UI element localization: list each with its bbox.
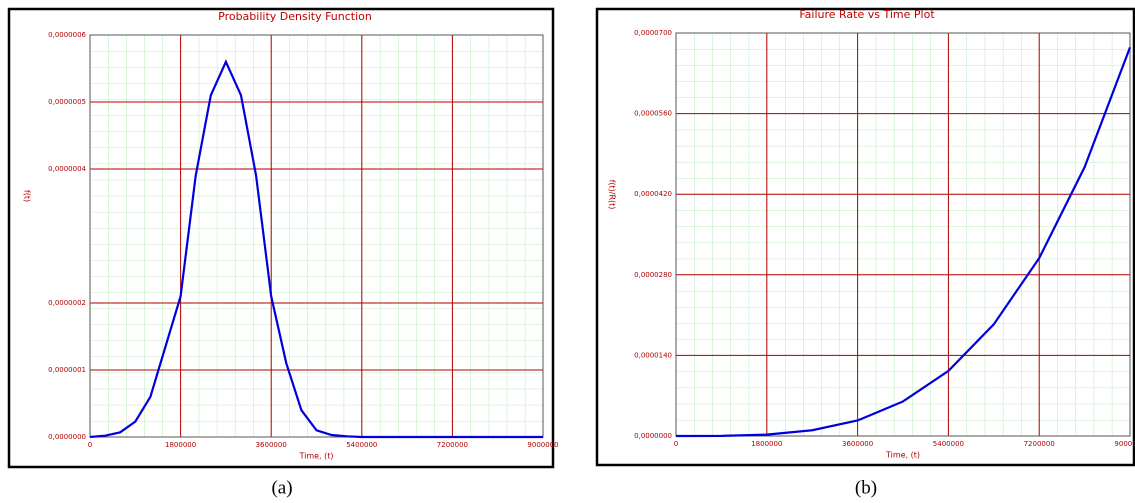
y-tick-label: 0,0000001: [48, 366, 86, 374]
data-line: [89, 59, 543, 439]
x-tick-label: 9000000: [1114, 440, 1135, 448]
y-tick-label: 0,0000420: [634, 190, 672, 198]
caption: (b): [855, 477, 877, 498]
x-tick-label: 3600000: [256, 441, 287, 449]
plot-frame: [675, 32, 1131, 437]
y-axis-label: f(t)/R(t): [608, 180, 617, 210]
x-tick-label: 7200000: [437, 441, 468, 449]
minor-grid: [676, 33, 1130, 436]
x-tick-label: 5400000: [346, 441, 377, 449]
y-tick-label: 0,0000280: [634, 271, 672, 279]
y-tick-label: 0,0000006: [48, 31, 86, 39]
chart-title: Failure Rate vs Time Plot: [799, 8, 935, 21]
y-tick-label: 0,0000002: [48, 299, 86, 307]
chart-title: Probability Density Function: [218, 10, 372, 23]
y-tick-label: 0,0000004: [48, 165, 86, 173]
x-tick-label: 0: [674, 440, 678, 448]
y-tick-label: 0,0000005: [48, 98, 86, 106]
y-tick-label: 0,0000000: [634, 432, 672, 440]
minor-grid: [90, 35, 543, 437]
y-tick-label: 0,0000000: [48, 433, 86, 441]
caption: (a): [271, 477, 292, 498]
x-tick-label: 5400000: [933, 440, 964, 448]
x-axis-label: Time, (t): [298, 452, 333, 461]
y-tick-label: 0,0000560: [634, 110, 672, 118]
x-axis-label: Time, (t): [885, 451, 920, 460]
plot-frame: [89, 34, 544, 438]
x-tick-label: 1800000: [751, 440, 782, 448]
x-tick-label: 7200000: [1024, 440, 1055, 448]
x-tick-label: 1800000: [165, 441, 196, 449]
x-tick-label: 3600000: [842, 440, 873, 448]
y-axis-label: f(t): [23, 190, 32, 202]
y-tick-label: 0,0000140: [634, 351, 672, 359]
data-line: [675, 47, 1132, 438]
y-tick-label: 0,0000700: [634, 29, 672, 37]
x-tick-label: 0: [88, 441, 92, 449]
x-tick-label: 9000000: [527, 441, 558, 449]
